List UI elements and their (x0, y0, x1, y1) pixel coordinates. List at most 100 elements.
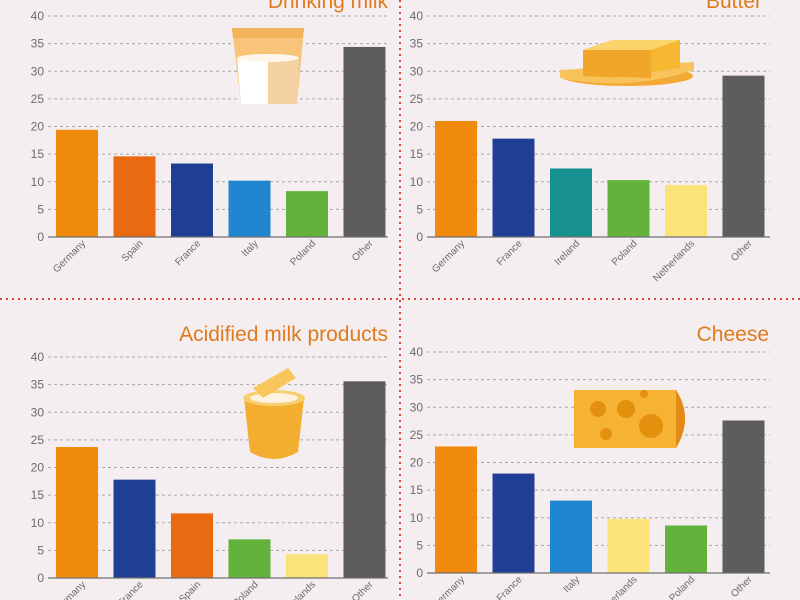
panel-cheese: Cheese 0 5 10 15 20 25 30 35 40 Germany France Ita… (410, 323, 770, 600)
y-tick-label: 40 (31, 9, 45, 23)
y-tick-label: 15 (410, 147, 424, 161)
bar-france (492, 473, 535, 573)
y-tick-label: 5 (37, 202, 44, 216)
butter-dish-icon (560, 40, 694, 86)
bar-germany (435, 446, 477, 573)
bar-france (492, 138, 535, 237)
x-tick-label: Netherlands (651, 238, 697, 284)
y-tick-label: 0 (37, 571, 44, 585)
y-tick-label: 35 (31, 378, 45, 392)
y-tick-label: 10 (410, 175, 424, 189)
y-gridlines (427, 351, 770, 546)
y-tick-label: 35 (31, 37, 45, 51)
y-tick-label: 40 (31, 350, 45, 364)
y-tick-label: 5 (416, 202, 423, 216)
x-tick-label: Netherlands (594, 574, 640, 600)
milk-glass-icon (232, 28, 304, 104)
bars (56, 381, 386, 578)
cheese-wedge-icon (574, 390, 685, 448)
y-tick-label: 20 (31, 461, 45, 475)
x-tick-labels: Germany France Ireland Poland Netherlands Oth… (430, 238, 755, 284)
bar-poland (665, 525, 707, 573)
x-tick-labels: Germany Spain France Italy Poland Other (51, 238, 376, 275)
bar-other (343, 381, 386, 578)
bar-spain (113, 156, 156, 237)
y-tick-label: 15 (31, 147, 45, 161)
y-tick-label: 25 (31, 92, 45, 106)
bar-netherlands (665, 185, 707, 237)
x-tick-label: France (173, 238, 203, 268)
bar-netherlands (286, 554, 328, 578)
x-tick-label: Other (350, 579, 376, 600)
y-tick-label: 30 (410, 400, 424, 414)
x-tick-label: Italy (240, 238, 261, 259)
bar-france (113, 479, 156, 578)
y-tick-label: 35 (410, 37, 424, 51)
y-tick-label: 20 (31, 120, 45, 134)
x-tick-label: Germany (51, 579, 88, 600)
bar-poland (607, 180, 650, 237)
y-tick-label: 0 (416, 230, 423, 244)
y-tick-label: 10 (31, 516, 45, 530)
x-tick-label: Germany (51, 238, 88, 275)
chart-title: Acidified milk products (179, 323, 388, 346)
x-tick-label: Germany (430, 574, 467, 600)
y-tick-label: 0 (416, 566, 423, 580)
bar-france (171, 163, 213, 237)
bars (56, 46, 386, 237)
y-tick-label: 30 (410, 64, 424, 78)
x-tick-label: Germany (430, 238, 467, 275)
bar-ireland (550, 168, 592, 237)
chart-title: Drinking milk (268, 0, 389, 13)
chart-title: Butter (706, 0, 762, 13)
bar-italy (228, 180, 271, 237)
bar-poland (286, 191, 328, 237)
y-gridlines (48, 356, 388, 551)
y-tick-labels: 0 5 10 15 20 25 30 35 40 (31, 9, 45, 244)
panel-butter: Butter 0 5 10 15 20 25 30 35 40 Germany France Ire… (410, 0, 770, 284)
y-tick-label: 25 (31, 433, 45, 447)
panel-acidified-milk-products: Acidified milk products 0 5 10 15 20 25 30 35 40… (31, 323, 388, 600)
bar-poland (228, 539, 271, 578)
y-tick-label: 40 (410, 345, 424, 359)
x-tick-label: Netherlands (272, 579, 318, 600)
bar-netherlands (607, 518, 650, 573)
x-tick-label: Poland (667, 574, 697, 600)
x-tick-labels: Germany France Spain Poland Netherlands Other (51, 579, 376, 600)
y-tick-label: 30 (31, 405, 45, 419)
y-tick-labels: 0 5 10 15 20 25 30 35 40 (410, 9, 424, 244)
x-tick-label: Other (350, 238, 376, 264)
x-tick-label: Spain (177, 579, 203, 600)
chart-title: Cheese (697, 323, 769, 346)
panel-drinking-milk: Drinking milk 0 5 10 15 20 25 30 35 40 Germany Sp… (31, 0, 389, 275)
y-tick-label: 10 (410, 511, 424, 525)
x-tick-label: France (495, 238, 525, 268)
bar-germany (56, 129, 98, 237)
y-tick-label: 0 (37, 230, 44, 244)
x-tick-label: Italy (561, 574, 582, 595)
y-tick-label: 40 (410, 9, 424, 23)
y-tick-label: 5 (37, 543, 44, 557)
bar-germany (56, 447, 98, 578)
x-tick-label: France (495, 574, 525, 600)
x-tick-label: Other (729, 238, 755, 264)
bar-other (722, 75, 765, 237)
x-tick-labels: Germany France Italy Netherlands Poland Other (430, 574, 755, 600)
x-tick-label: Poland (288, 238, 318, 268)
y-tick-labels: 0 5 10 15 20 25 30 35 40 (410, 345, 424, 580)
y-tick-label: 25 (410, 92, 424, 106)
bar-italy (550, 500, 592, 573)
bar-other (343, 46, 386, 237)
x-tick-label: Spain (120, 238, 146, 264)
y-tick-label: 30 (31, 64, 45, 78)
y-tick-label: 25 (410, 428, 424, 442)
y-tick-label: 20 (410, 120, 424, 134)
y-tick-label: 35 (410, 373, 424, 387)
x-tick-label: Poland (231, 579, 261, 600)
y-tick-label: 15 (410, 483, 424, 497)
y-tick-label: 10 (31, 175, 45, 189)
x-tick-label: Poland (610, 238, 640, 268)
bar-other (722, 420, 765, 573)
